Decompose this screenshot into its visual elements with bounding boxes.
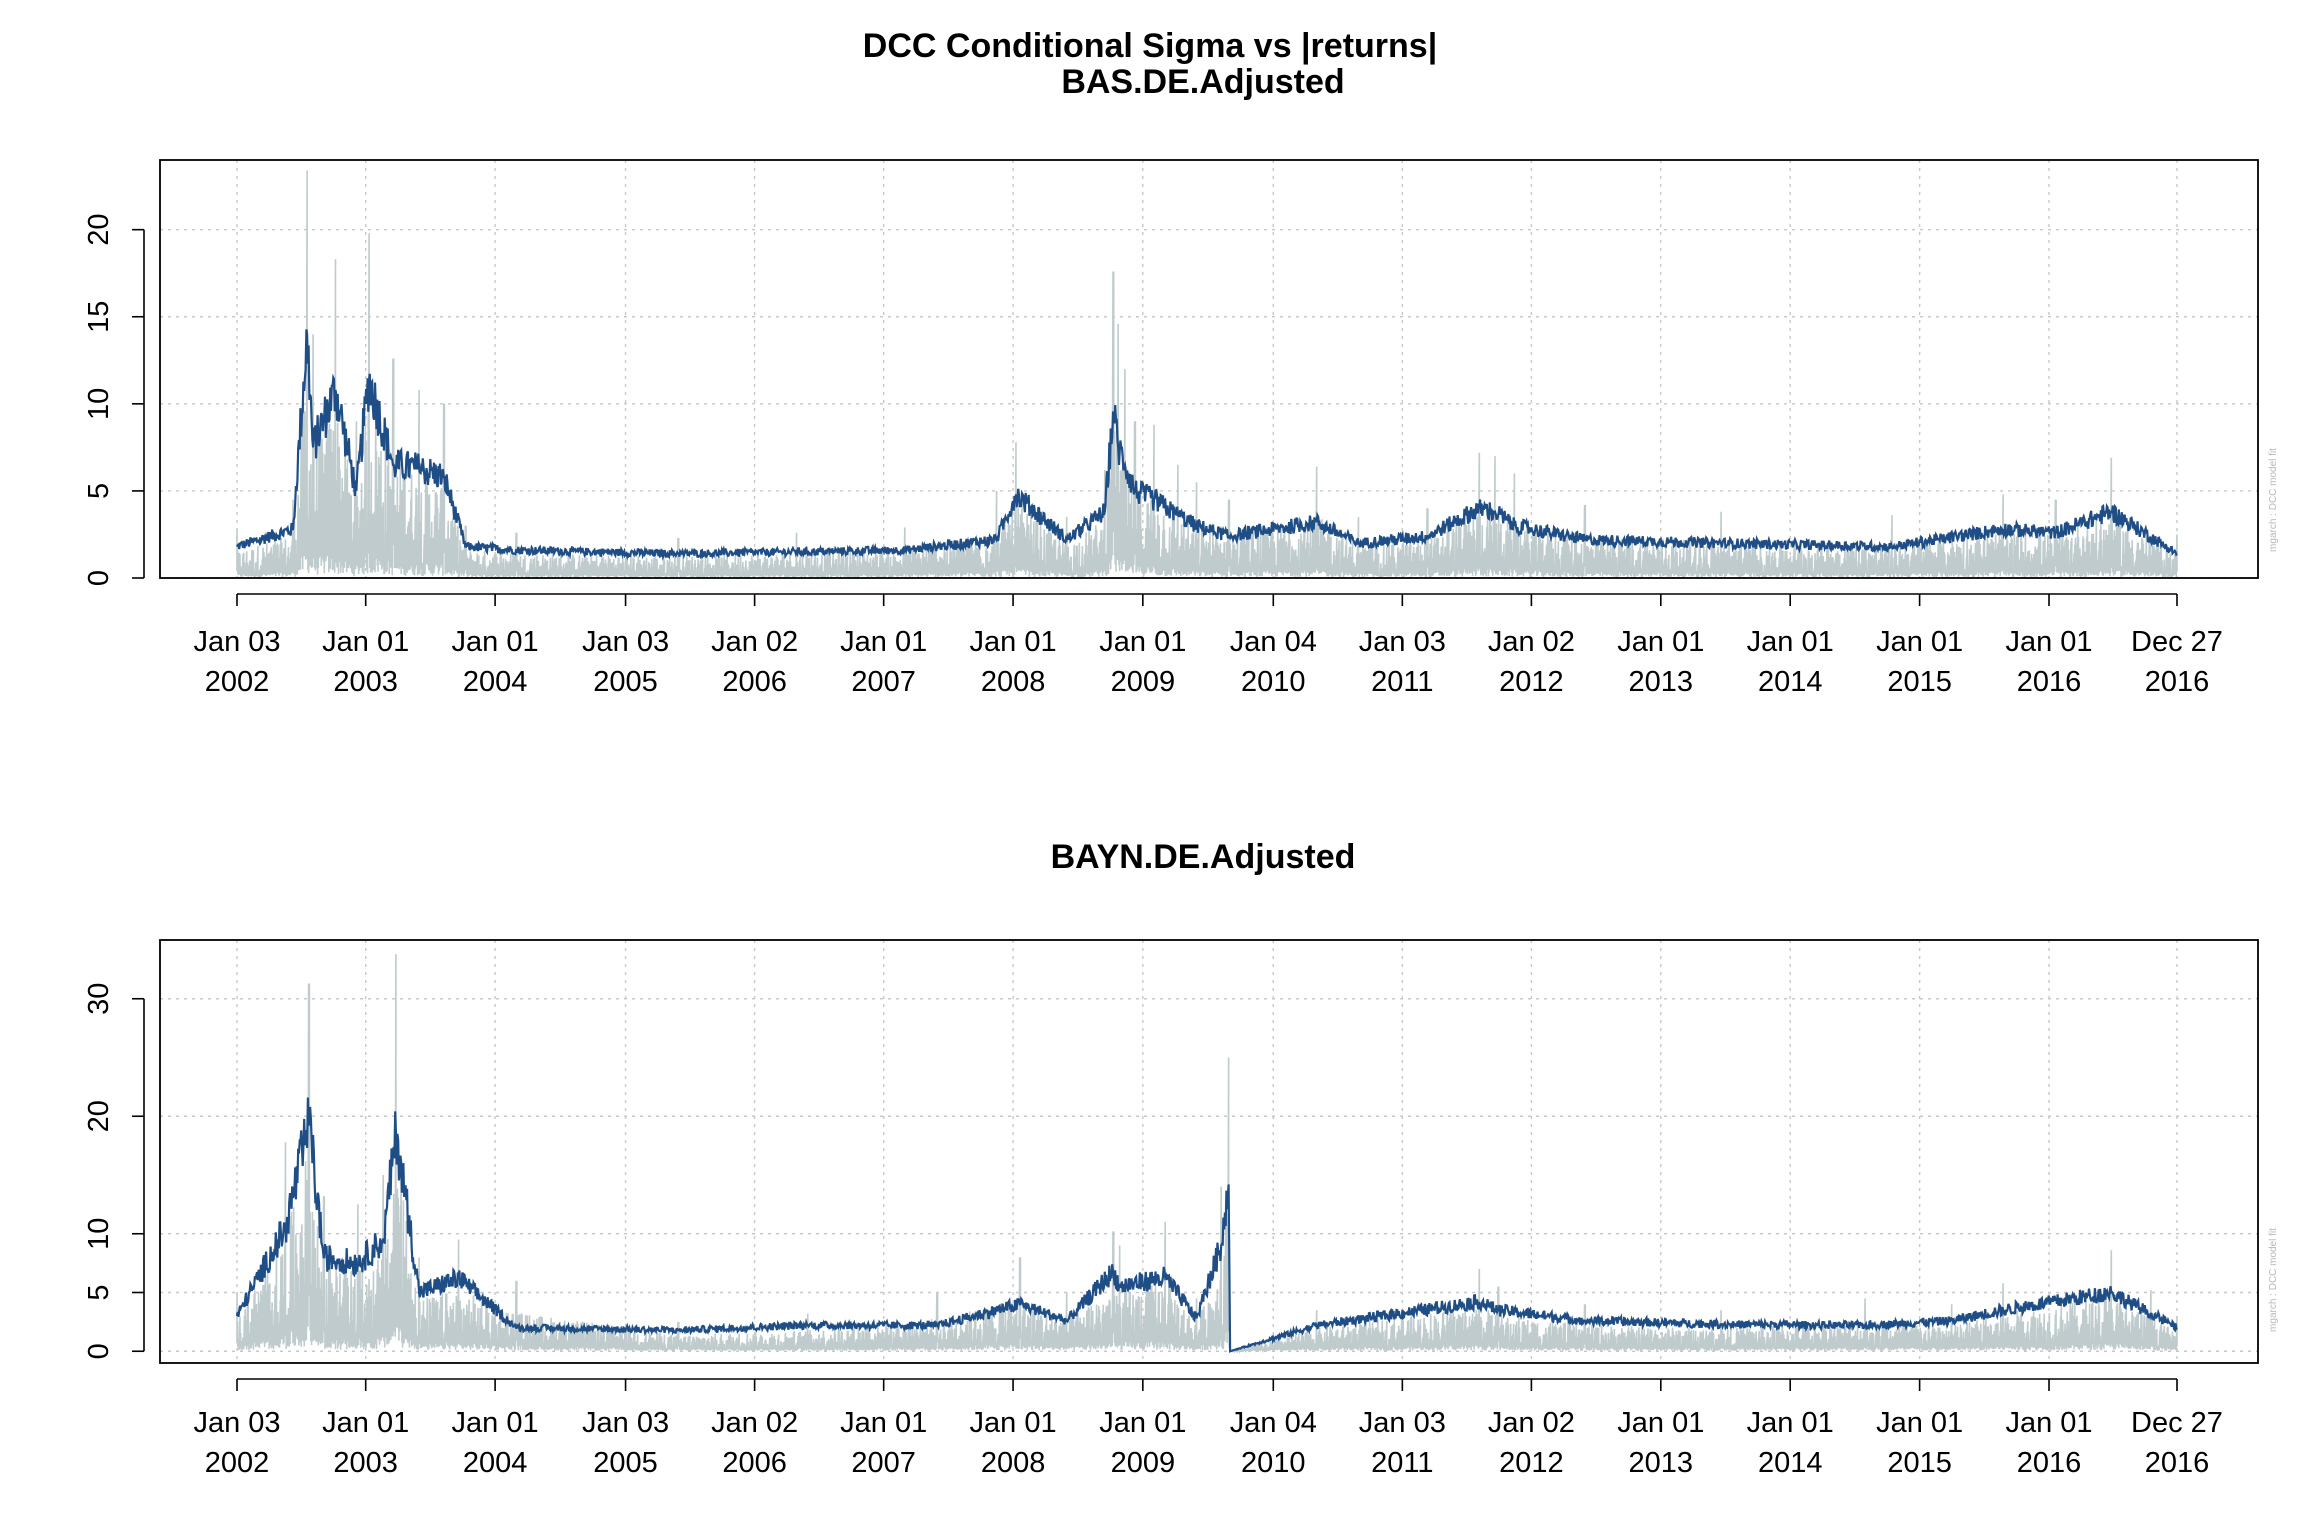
panel-bas: BAS.DE.Adjusted mgarch : DCC model fit J… xyxy=(83,63,2279,698)
x-tick-label: Jan 02 xyxy=(1488,626,1575,658)
y-tick-label: 5 xyxy=(83,1284,115,1300)
x-tick-label: Dec 27 xyxy=(2131,1407,2223,1439)
y-tick-label: 10 xyxy=(83,388,115,420)
side-note-bas: mgarch : DCC model fit xyxy=(2268,448,2279,552)
x-tick-label-year: 2012 xyxy=(1499,1447,1564,1479)
x-tick-label: Jan 02 xyxy=(711,1407,798,1439)
x-tick-label-year: 2016 xyxy=(2017,666,2082,698)
x-tick-label: Jan 01 xyxy=(322,1407,409,1439)
x-tick-label-year: 2013 xyxy=(1629,666,1694,698)
panel-title-bayn: BAYN.DE.Adjusted xyxy=(1051,838,1356,876)
x-tick-label: Jan 01 xyxy=(970,626,1057,658)
x-tick-label-year: 2006 xyxy=(722,666,787,698)
x-tick-label: Jan 03 xyxy=(193,1407,280,1439)
x-tick-label-year: 2005 xyxy=(593,1447,658,1479)
y-tick-label: 0 xyxy=(83,1343,115,1359)
x-tick-label: Jan 04 xyxy=(1230,1407,1317,1439)
x-tick-label-year: 2011 xyxy=(1371,1447,1433,1479)
x-tick-label: Jan 01 xyxy=(970,1407,1057,1439)
panel-bayn: BAYN.DE.Adjusted mgarch : DCC model fit … xyxy=(83,838,2279,1479)
x-tick-label-year: 2008 xyxy=(981,1447,1046,1479)
x-tick-label-year: 2007 xyxy=(851,1447,916,1479)
x-tick-label: Jan 01 xyxy=(1617,1407,1704,1439)
sigma-series xyxy=(235,1097,2178,1353)
x-tick-label-year: 2013 xyxy=(1629,1447,1694,1479)
x-tick-label: Jan 01 xyxy=(1876,1407,1963,1439)
x-tick-label: Jan 01 xyxy=(452,626,539,658)
figure-title: DCC Conditional Sigma vs |returns| xyxy=(863,27,1437,65)
x-tick-label: Jan 01 xyxy=(1747,626,1834,658)
x-tick-label-year: 2004 xyxy=(463,1447,528,1479)
x-tick-label: Jan 01 xyxy=(1876,626,1963,658)
x-tick-label-year: 2010 xyxy=(1241,666,1306,698)
x-tick-label-year: 2015 xyxy=(1887,666,1952,698)
x-tick-label-year: 2010 xyxy=(1241,1447,1306,1479)
x-tick-label-year: 2016 xyxy=(2145,666,2210,698)
x-tick-label-year: 2009 xyxy=(1111,666,1176,698)
x-tick-label-year: 2016 xyxy=(2145,1447,2210,1479)
x-tick-label: Jan 01 xyxy=(2005,1407,2092,1439)
x-tick-label-year: 2014 xyxy=(1758,666,1823,698)
x-tick-label-year: 2003 xyxy=(333,1447,398,1479)
y-tick-label: 30 xyxy=(83,983,115,1015)
x-tick-label-year: 2014 xyxy=(1758,1447,1823,1479)
x-tick-label: Jan 03 xyxy=(193,626,280,658)
x-tick-label-year: 2012 xyxy=(1499,666,1564,698)
y-tick-label: 20 xyxy=(83,214,115,246)
y-tick-label: 0 xyxy=(83,570,115,586)
x-tick-label: Jan 01 xyxy=(1617,626,1704,658)
side-note-bayn: mgarch : DCC model fit xyxy=(2268,1228,2279,1332)
x-tick-label-year: 2002 xyxy=(205,1447,270,1479)
y-tick-label: 15 xyxy=(83,301,115,333)
x-tick-label-year: 2016 xyxy=(2017,1447,2082,1479)
x-tick-label-year: 2008 xyxy=(981,666,1046,698)
x-tick-label: Jan 02 xyxy=(1488,1407,1575,1439)
x-tick-label: Dec 27 xyxy=(2131,626,2223,658)
x-tick-label-year: 2003 xyxy=(333,666,398,698)
x-tick-label: Jan 03 xyxy=(582,1407,669,1439)
returns-series xyxy=(236,170,2178,580)
plot-frame xyxy=(159,939,2259,1364)
plot-frame xyxy=(159,159,2259,579)
x-tick-label-year: 2011 xyxy=(1371,666,1433,698)
x-tick-label: Jan 01 xyxy=(452,1407,539,1439)
x-tick-label-year: 2002 xyxy=(205,666,270,698)
x-tick-label-year: 2015 xyxy=(1887,1447,1952,1479)
x-tick-label: Jan 02 xyxy=(711,626,798,658)
x-tick-label: Jan 04 xyxy=(1230,626,1317,658)
x-tick-label: Jan 01 xyxy=(2005,626,2092,658)
panel-title-bas: BAS.DE.Adjusted xyxy=(1061,63,1344,101)
y-tick-label: 10 xyxy=(83,1218,115,1250)
x-tick-label-year: 2005 xyxy=(593,666,658,698)
x-tick-label-year: 2006 xyxy=(722,1447,787,1479)
sigma-series xyxy=(236,329,2178,562)
x-tick-label-year: 2007 xyxy=(851,666,916,698)
x-tick-label: Jan 03 xyxy=(582,626,669,658)
x-tick-label: Jan 01 xyxy=(1099,1407,1186,1439)
x-tick-label: Jan 01 xyxy=(1099,626,1186,658)
x-tick-label: Jan 01 xyxy=(322,626,409,658)
returns-series xyxy=(236,954,2178,1355)
y-tick-label: 20 xyxy=(83,1100,115,1132)
x-tick-label: Jan 01 xyxy=(1747,1407,1834,1439)
x-tick-label: Jan 01 xyxy=(840,626,927,658)
x-tick-label-year: 2004 xyxy=(463,666,528,698)
x-tick-label: Jan 01 xyxy=(840,1407,927,1439)
y-tick-label: 5 xyxy=(83,483,115,499)
x-tick-label: Jan 03 xyxy=(1359,1407,1446,1439)
x-tick-label: Jan 03 xyxy=(1359,626,1446,658)
x-tick-label-year: 2009 xyxy=(1111,1447,1176,1479)
